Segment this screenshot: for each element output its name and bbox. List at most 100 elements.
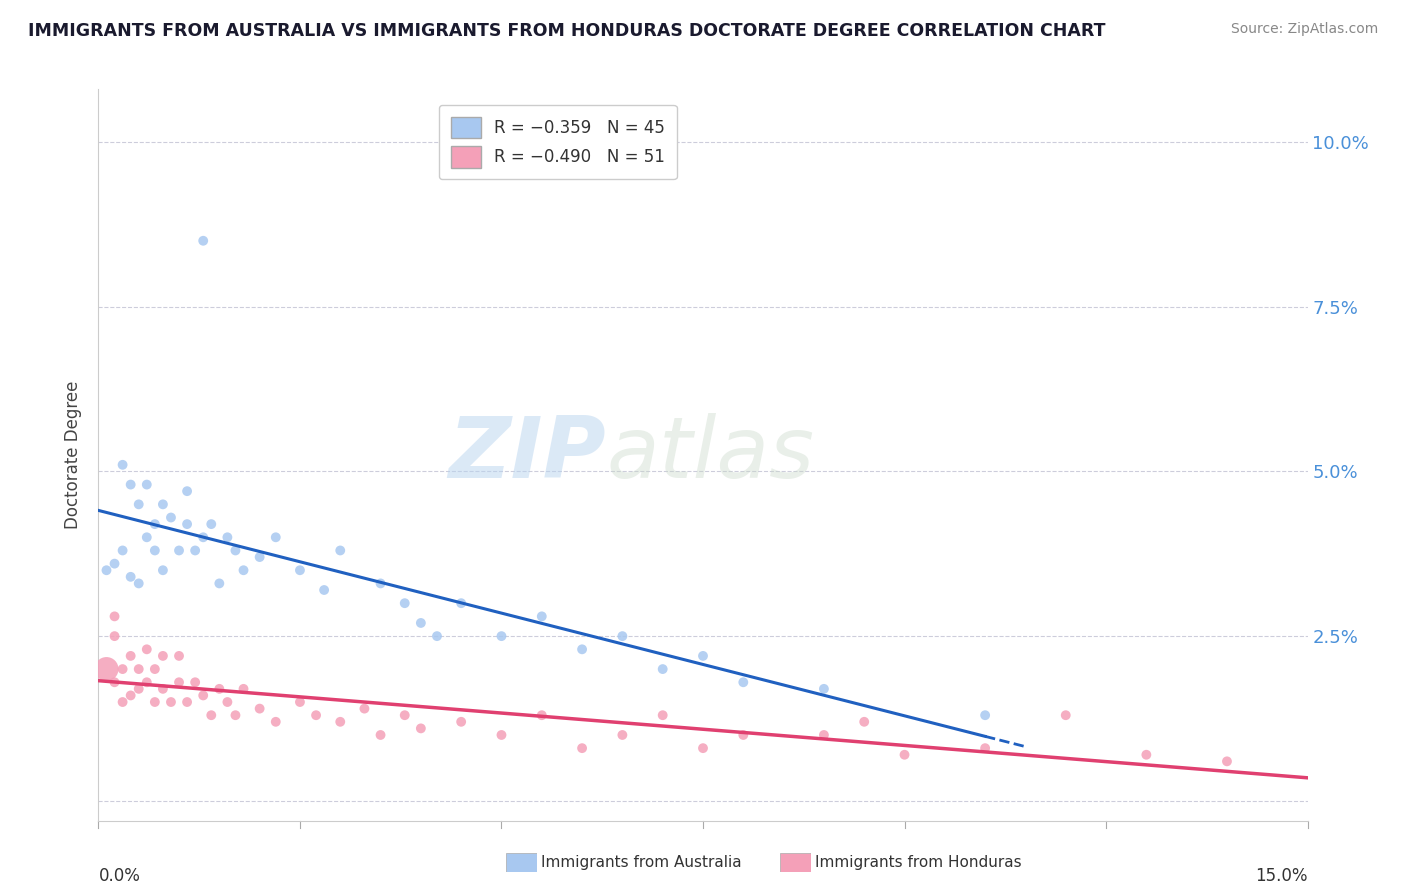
Point [96,662,118,676]
Point [120,477,142,491]
Point [974,708,997,723]
Point [224,708,246,723]
Point [103,629,125,643]
Point [232,681,254,696]
Point [111,695,134,709]
Point [450,596,472,610]
Point [143,517,166,532]
Point [128,681,150,696]
Point [288,695,311,709]
Point [288,563,311,577]
Point [426,629,449,643]
Point [530,609,553,624]
Point [692,741,714,756]
Point [200,708,222,723]
Point [571,741,593,756]
Point [120,570,142,584]
Point [217,530,239,544]
Point [232,563,254,577]
Point [612,629,634,643]
Point [733,728,755,742]
Point [176,695,198,709]
Point [128,497,150,511]
Text: 0.0%: 0.0% [98,867,141,885]
Point [193,689,215,703]
Point [974,741,997,756]
Point [208,576,231,591]
Point [305,708,328,723]
Point [651,662,673,676]
Point [571,642,593,657]
Point [143,695,166,709]
Point [264,530,287,544]
Point [193,530,215,544]
Point [167,675,190,690]
Point [96,563,118,577]
Point [612,728,634,742]
Point [128,662,150,676]
Point [224,543,246,558]
Point [120,648,142,663]
Point [160,695,183,709]
Point [152,563,174,577]
Point [135,477,157,491]
Point [264,714,287,729]
Point [409,722,432,736]
Point [450,714,472,729]
Point [893,747,915,762]
Text: IMMIGRANTS FROM AUSTRALIA VS IMMIGRANTS FROM HONDURAS DOCTORATE DEGREE CORRELATI: IMMIGRANTS FROM AUSTRALIA VS IMMIGRANTS … [28,22,1105,40]
Point [491,728,513,742]
Y-axis label: Doctorate Degree: Doctorate Degree [65,381,83,529]
Text: atlas: atlas [606,413,814,497]
Point [111,662,134,676]
Point [135,530,157,544]
Point [176,484,198,499]
Point [103,557,125,571]
Point [208,681,231,696]
Point [193,234,215,248]
Point [217,695,239,709]
Point [1054,708,1077,723]
Text: Immigrants from Australia: Immigrants from Australia [541,855,742,870]
Point [813,728,835,742]
Point [353,701,375,715]
Point [167,648,190,663]
Point [651,708,673,723]
Point [491,629,513,643]
Point [111,543,134,558]
Text: Immigrants from Honduras: Immigrants from Honduras [815,855,1022,870]
Point [733,675,755,690]
Point [853,714,876,729]
Point [1216,755,1239,769]
Point [120,689,142,703]
Point [200,517,222,532]
Point [249,550,271,565]
Point [692,648,714,663]
Point [184,675,207,690]
Point [813,681,835,696]
Point [1135,747,1157,762]
Point [530,708,553,723]
Point [135,642,157,657]
Point [111,458,134,472]
Point [128,576,150,591]
Point [135,675,157,690]
Point [167,543,190,558]
Point [329,543,352,558]
Point [103,609,125,624]
Text: 15.0%: 15.0% [1256,867,1308,885]
Point [152,648,174,663]
Text: Source: ZipAtlas.com: Source: ZipAtlas.com [1230,22,1378,37]
Point [152,681,174,696]
Point [370,728,392,742]
Point [249,701,271,715]
Point [160,510,183,524]
Point [184,543,207,558]
Text: ZIP: ZIP [449,413,606,497]
Point [176,517,198,532]
Point [409,615,432,630]
Point [329,714,352,729]
Point [394,708,416,723]
Point [314,582,336,597]
Point [143,662,166,676]
